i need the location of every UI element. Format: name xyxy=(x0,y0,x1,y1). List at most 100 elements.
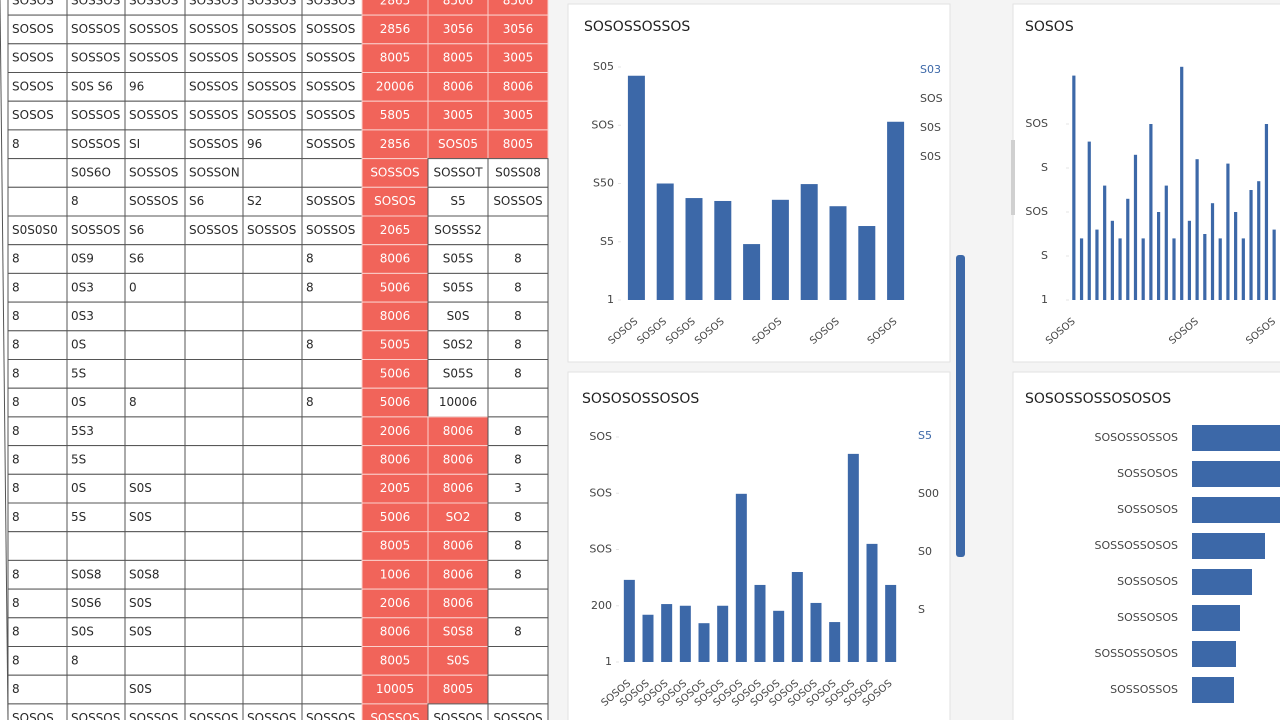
bar[interactable] xyxy=(1234,212,1238,300)
cell[interactable] xyxy=(361,445,429,475)
cell[interactable] xyxy=(242,100,303,131)
bar[interactable] xyxy=(1103,185,1107,300)
cell[interactable] xyxy=(427,445,489,475)
bar[interactable] xyxy=(627,75,645,300)
cell[interactable] xyxy=(124,559,186,590)
cell[interactable] xyxy=(124,330,186,360)
cell[interactable] xyxy=(124,72,186,102)
cell[interactable] xyxy=(427,186,489,217)
cell[interactable] xyxy=(184,617,244,647)
bar[interactable] xyxy=(791,572,803,662)
cell[interactable] xyxy=(184,416,244,447)
bar[interactable] xyxy=(773,610,785,662)
cell[interactable] xyxy=(124,473,186,504)
cell[interactable] xyxy=(124,531,186,561)
cell[interactable] xyxy=(66,416,126,447)
bar[interactable] xyxy=(771,199,789,300)
cell[interactable] xyxy=(361,588,429,619)
cell[interactable] xyxy=(361,43,429,73)
cell[interactable] xyxy=(242,416,303,447)
cell[interactable] xyxy=(7,445,68,475)
cell[interactable] xyxy=(242,559,303,590)
cell[interactable] xyxy=(66,588,126,619)
scrollbar[interactable] xyxy=(1011,140,1015,215)
bar[interactable] xyxy=(1192,497,1280,523)
cell[interactable] xyxy=(184,330,244,360)
cell[interactable] xyxy=(427,100,489,131)
cell[interactable] xyxy=(7,674,68,705)
cell[interactable] xyxy=(301,129,363,160)
cell[interactable] xyxy=(124,215,186,246)
cell[interactable] xyxy=(487,473,549,504)
cell[interactable] xyxy=(361,158,429,188)
cell[interactable] xyxy=(487,559,549,590)
cell[interactable] xyxy=(487,272,549,303)
bar[interactable] xyxy=(1156,212,1161,300)
cell[interactable] xyxy=(184,502,244,533)
cell[interactable] xyxy=(242,158,303,188)
bar[interactable] xyxy=(1110,220,1114,300)
bar[interactable] xyxy=(800,184,818,300)
cell[interactable] xyxy=(184,244,244,274)
bar[interactable] xyxy=(717,605,729,662)
bar[interactable] xyxy=(829,622,841,662)
cell[interactable] xyxy=(487,588,549,619)
cell[interactable] xyxy=(242,43,303,73)
cell[interactable] xyxy=(427,674,489,705)
cell[interactable] xyxy=(487,186,549,217)
cell[interactable] xyxy=(124,14,186,45)
cell[interactable] xyxy=(7,502,68,533)
cell[interactable] xyxy=(66,559,126,590)
cell[interactable] xyxy=(66,359,126,389)
cell[interactable] xyxy=(487,646,549,676)
cell[interactable] xyxy=(124,100,186,131)
cell[interactable] xyxy=(487,703,549,720)
bar[interactable] xyxy=(1072,75,1076,300)
bar[interactable] xyxy=(1264,124,1269,300)
cell[interactable] xyxy=(7,186,68,217)
bar[interactable] xyxy=(885,584,897,662)
scrollbar[interactable] xyxy=(956,255,965,557)
bar[interactable] xyxy=(714,200,732,300)
bar[interactable] xyxy=(1095,229,1099,300)
cell[interactable] xyxy=(7,531,68,561)
cell[interactable] xyxy=(361,617,429,647)
cell[interactable] xyxy=(242,359,303,389)
cell[interactable] xyxy=(487,502,549,533)
bar[interactable] xyxy=(858,226,876,300)
cell[interactable] xyxy=(124,416,186,447)
cell[interactable] xyxy=(7,646,68,676)
cell[interactable] xyxy=(487,301,549,332)
cell[interactable] xyxy=(301,416,363,447)
cell[interactable] xyxy=(361,531,429,561)
cell[interactable] xyxy=(124,617,186,647)
cell[interactable] xyxy=(242,646,303,676)
cell[interactable] xyxy=(124,244,186,274)
cell[interactable] xyxy=(7,617,68,647)
cell[interactable] xyxy=(66,272,126,303)
cell[interactable] xyxy=(301,244,363,274)
bar[interactable] xyxy=(1141,238,1145,300)
bar[interactable] xyxy=(847,453,859,662)
bar[interactable] xyxy=(656,183,674,301)
cell[interactable] xyxy=(427,559,489,590)
cell[interactable] xyxy=(124,588,186,619)
cell[interactable] xyxy=(124,301,186,332)
cell[interactable] xyxy=(124,646,186,676)
cell[interactable] xyxy=(66,43,126,73)
bar[interactable] xyxy=(1133,154,1138,300)
cell[interactable] xyxy=(124,129,186,160)
cell[interactable] xyxy=(427,72,489,102)
cell[interactable] xyxy=(301,301,363,332)
bar[interactable] xyxy=(1272,229,1276,300)
cell[interactable] xyxy=(184,646,244,676)
cell[interactable] xyxy=(66,387,126,418)
cell[interactable] xyxy=(487,215,549,246)
cell[interactable] xyxy=(66,100,126,131)
cell[interactable] xyxy=(487,330,549,360)
bar[interactable] xyxy=(1149,124,1153,300)
cell[interactable] xyxy=(301,559,363,590)
bar[interactable] xyxy=(1195,159,1199,300)
cell[interactable] xyxy=(184,14,244,45)
cell[interactable] xyxy=(242,531,303,561)
